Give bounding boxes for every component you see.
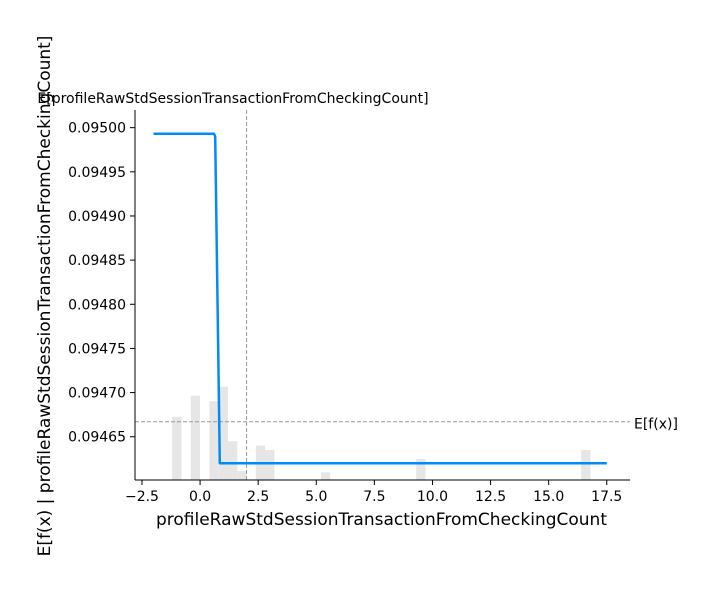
- y-tick-label: 0.09475: [68, 341, 126, 357]
- x-tick-label: 5.0: [305, 489, 327, 505]
- histogram-bar: [190, 395, 201, 480]
- series-lines: [153, 132, 607, 465]
- histogram-bar: [320, 472, 331, 480]
- y-tick-label: 0.09495: [68, 165, 126, 181]
- histogram: [172, 386, 591, 480]
- x-tick-label: 15.0: [533, 489, 564, 505]
- x-tick-label: 7.5: [363, 489, 385, 505]
- x-tick-label: 10.0: [417, 489, 448, 505]
- x-tick-label: 2.5: [247, 489, 269, 505]
- x-tick-label: 0.0: [189, 489, 211, 505]
- y-tick-label: 0.09470: [68, 386, 126, 402]
- x-tick-label: 17.5: [591, 489, 622, 505]
- reference-lines: [135, 110, 630, 480]
- y-tick-label: 0.09480: [68, 297, 126, 313]
- x-tick-label: 12.5: [475, 489, 506, 505]
- y-tick-label: 0.09500: [68, 121, 126, 137]
- axes: −2.5 0.0 2.5 5.0 7.5 10.0 12.5 15.0 17.5 0.09465 0…: [35, 36, 630, 557]
- histogram-bar: [218, 386, 228, 480]
- x-tick-label: −2.5: [125, 489, 159, 505]
- histogram-bar: [416, 458, 426, 480]
- expected-value-label: E[f(x)]: [634, 417, 678, 433]
- histogram-bar: [227, 441, 238, 480]
- x-axis-label: profileRawStdSessionTransactionFromCheck…: [156, 510, 607, 530]
- histogram-bar: [237, 471, 247, 480]
- y-axis-label: E[f(x) | profileRawStdSessionTransaction…: [35, 36, 55, 557]
- histogram-bar: [209, 401, 219, 480]
- histogram-bar: [172, 416, 182, 480]
- histogram-bar: [581, 450, 591, 480]
- y-tick-label: 0.09485: [68, 253, 126, 269]
- y-tick-label: 0.09465: [68, 430, 126, 446]
- expected-feature-label: E[profileRawStdSessionTransactionFromChe…: [37, 91, 428, 107]
- y-tick-label: 0.09490: [68, 209, 126, 225]
- annotations: E[f(x)] E[profileRawStdSessionTransaction…: [37, 91, 678, 433]
- series-line: [153, 132, 607, 465]
- histogram-bar: [265, 450, 275, 480]
